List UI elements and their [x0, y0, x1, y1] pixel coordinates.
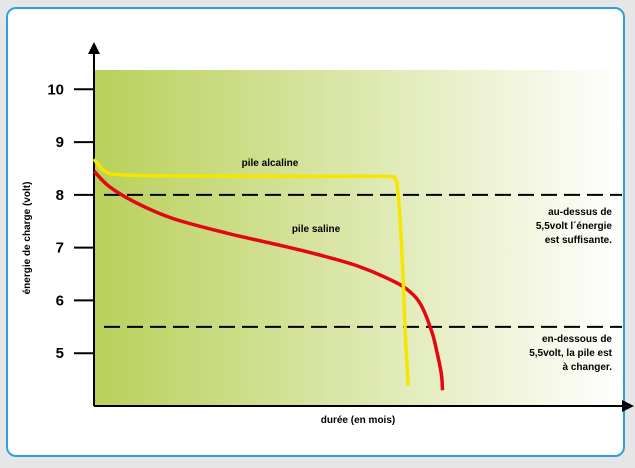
y-tick-label: 6 — [56, 292, 64, 309]
threshold-annotation-line: au-dessus de — [548, 207, 612, 218]
y-axis-label: énergie de charge (volt) — [22, 182, 33, 295]
y-tick-label: 7 — [56, 240, 64, 257]
x-axis-label: durée (en mois) — [321, 415, 395, 426]
threshold-annotation-line: 5,5volt, la pile est — [529, 348, 612, 359]
x-axis-arrow-icon — [622, 400, 634, 412]
threshold-annotation-line: est suffisante. — [545, 235, 612, 246]
threshold-lines — [104, 193, 622, 328]
threshold-annotation-line: 5,5volt l´énergie — [536, 221, 613, 232]
series-label-pile-saline: pile saline — [292, 224, 341, 235]
series-label-pile-alcaline: pile alcaline — [242, 158, 299, 169]
y-tick-label: 10 — [47, 81, 64, 98]
y-tick-label: 8 — [56, 187, 64, 204]
y-tick-label: 5 — [56, 345, 64, 362]
y-axis-arrow-icon — [88, 42, 100, 54]
threshold-annotations: au-dessus de 5,5volt l´énergie est suffisa… — [529, 207, 612, 373]
series-lines — [92, 157, 445, 391]
series-line-pile-saline — [92, 169, 445, 391]
plot-background — [94, 70, 623, 406]
y-tick-label: 9 — [56, 134, 64, 151]
y-ticks: 5 6 7 8 9 10 — [47, 81, 94, 362]
threshold-annotation-line: à changer. — [563, 362, 613, 373]
threshold-annotation-line: en-dessous de — [542, 334, 612, 345]
series-line-pile-alcaline — [92, 157, 410, 387]
